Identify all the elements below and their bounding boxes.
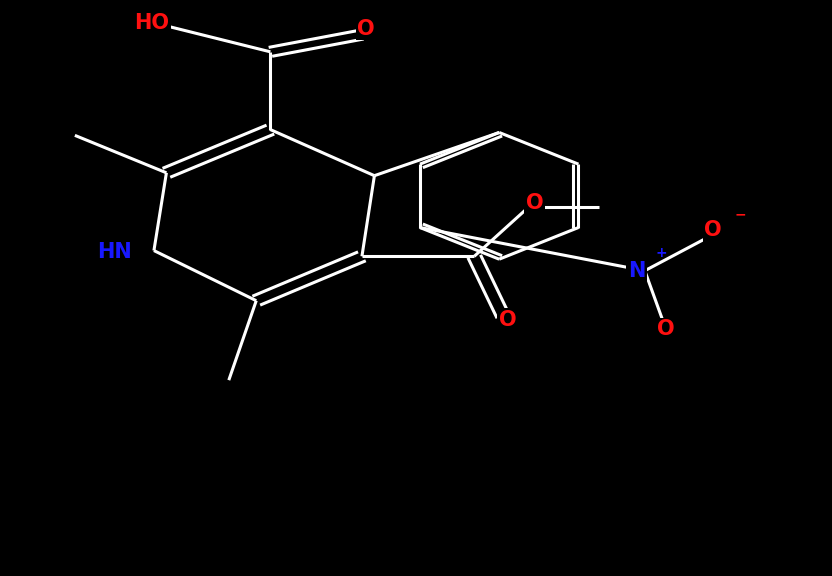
Text: O: O	[526, 193, 544, 213]
Text: HO: HO	[134, 13, 169, 33]
Text: HN: HN	[97, 242, 132, 262]
Text: N: N	[628, 261, 645, 281]
Text: −: −	[735, 207, 746, 221]
Text: O: O	[656, 320, 675, 339]
Text: O: O	[357, 19, 375, 39]
Text: O: O	[704, 221, 722, 240]
Text: O: O	[498, 310, 517, 329]
Text: +: +	[656, 247, 667, 260]
